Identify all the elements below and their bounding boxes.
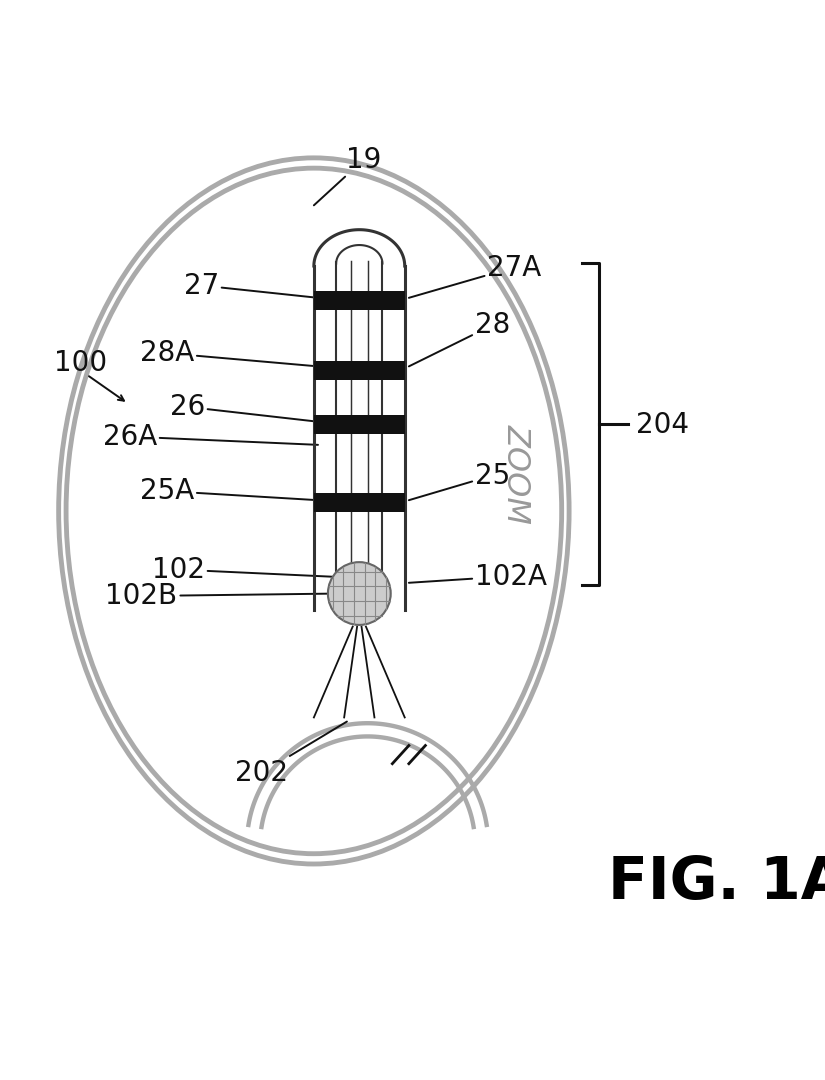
Text: 100: 100: [54, 349, 106, 377]
Text: 27: 27: [183, 272, 318, 299]
Text: 28A: 28A: [139, 339, 318, 367]
Text: 28: 28: [408, 311, 510, 366]
Text: 19: 19: [314, 146, 380, 205]
Text: 102: 102: [152, 556, 338, 583]
Bar: [314, 415, 404, 434]
Text: 26: 26: [169, 393, 318, 422]
Text: 25A: 25A: [139, 477, 318, 505]
Circle shape: [328, 563, 390, 625]
Bar: [314, 291, 404, 310]
Text: ZOOM: ZOOM: [500, 424, 531, 524]
Bar: [314, 361, 404, 380]
Text: 26A: 26A: [102, 422, 318, 450]
Text: 202: 202: [235, 721, 346, 787]
Text: 27A: 27A: [408, 254, 541, 298]
Text: 102B: 102B: [106, 582, 338, 610]
Bar: [314, 494, 404, 512]
Text: 102A: 102A: [408, 563, 546, 591]
Text: 204: 204: [635, 410, 688, 438]
Text: 25: 25: [408, 461, 510, 500]
Text: FIG. 1A: FIG. 1A: [607, 854, 825, 912]
